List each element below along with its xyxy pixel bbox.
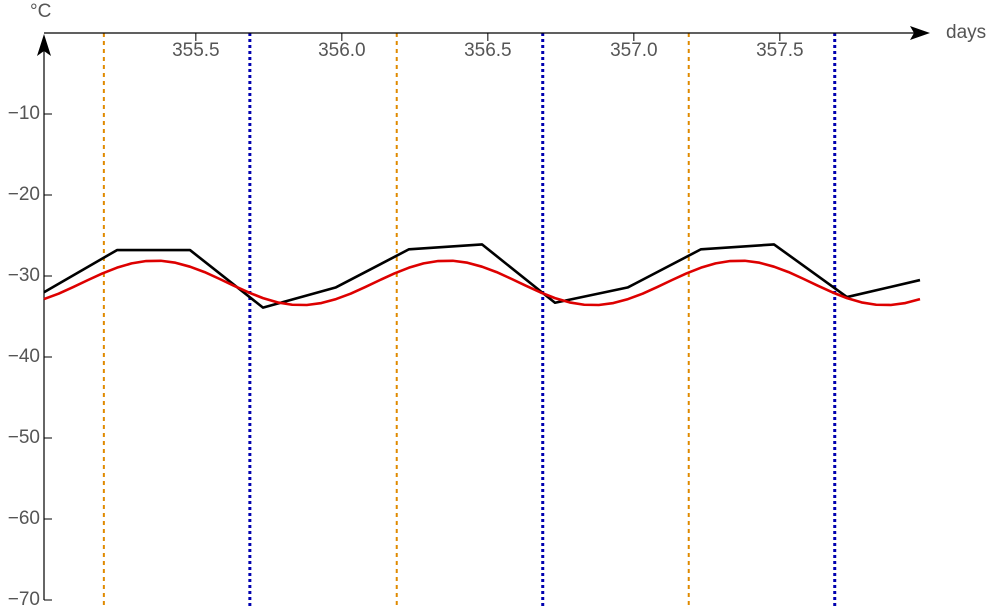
- x-axis-arrow: [910, 26, 930, 40]
- x-tick-label: 355.5: [172, 40, 220, 61]
- y-axis-label: °C: [30, 1, 51, 22]
- x-axis-label: days: [946, 22, 986, 43]
- y-tick-label: −50: [8, 427, 40, 448]
- series-line: [43, 259, 921, 307]
- x-tick-label: 356.5: [464, 40, 512, 61]
- x-tick-label: 356.0: [318, 40, 366, 61]
- y-tick-label: −40: [8, 346, 40, 367]
- x-tick-label: 357.5: [756, 40, 804, 61]
- y-tick-label: −10: [8, 103, 40, 124]
- series-line: [43, 243, 921, 309]
- y-tick-label: −60: [8, 508, 40, 529]
- y-tick-label: −20: [8, 184, 40, 205]
- y-axis-arrow: [37, 34, 51, 56]
- x-tick-label: 357.0: [610, 40, 658, 61]
- y-tick-label: −70: [8, 589, 40, 610]
- y-tick-label: −30: [8, 265, 40, 286]
